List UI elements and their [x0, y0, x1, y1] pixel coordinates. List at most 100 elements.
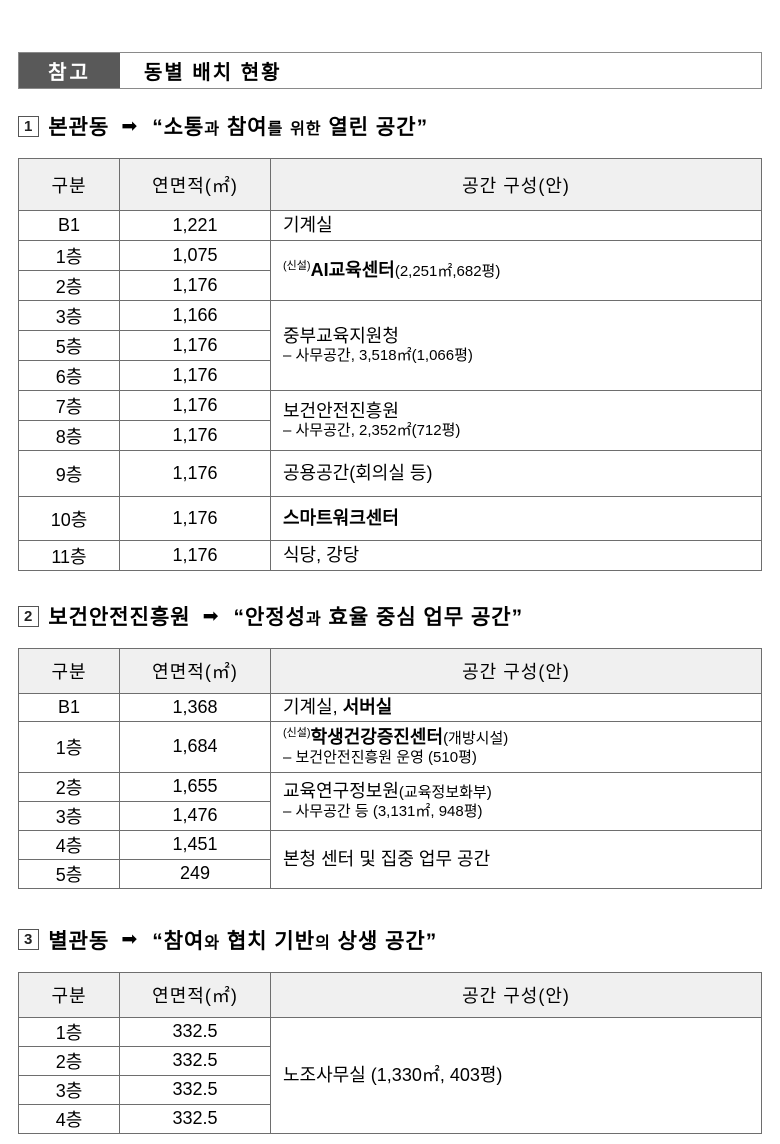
table-row: 1층 1,684 (신설)학생건강증진센터(개방시설) – 보건안전진흥원 운영 (5…: [18, 720, 762, 773]
text-segment: 과: [204, 121, 221, 138]
area-cell: 332.5: [119, 1103, 271, 1134]
area-cell: 1,176: [119, 420, 271, 451]
area-cell: 1,176: [119, 270, 271, 301]
text-segment: 노조사무실 (1,330㎡, 403평): [283, 1064, 503, 1085]
area-cell: 1,166: [119, 300, 271, 331]
space-title-line: 스마트워크센터: [283, 507, 749, 530]
space-title-line: 교육연구정보원(교육정보화부): [283, 780, 749, 803]
section-name: 본관동: [48, 116, 110, 139]
table-row: B1 1,221 기계실: [18, 210, 762, 241]
text-segment: 효율 중심 업무 공간”: [321, 606, 524, 629]
floor-cell: 3층: [18, 1074, 120, 1105]
floor-cell: 3층: [18, 300, 120, 331]
floor-cell: 2층: [18, 1045, 120, 1076]
floor-cell: 10층: [18, 496, 120, 541]
table-row: 3층 332.5: [18, 1074, 762, 1105]
column-header: 구분: [18, 971, 120, 1018]
space-composition-cell: 기계실: [270, 210, 762, 241]
space-composition-cell: 기계실, 서버실: [270, 693, 762, 722]
text-segment: 참여: [220, 116, 268, 139]
space-composition-cell: 보건안전진흥원 – 사무공간, 2,352㎡(712평): [270, 390, 762, 451]
area-cell: 1,176: [119, 450, 271, 497]
section-본관동: 1 본관동 ➡ “소통과 참여를 위한 열린 공간” 구분 연면적(㎡) 공간 구성(안) B…: [18, 111, 762, 571]
table-row: 11층 1,176 식당, 강당: [18, 540, 762, 571]
text-segment: (교육정보화부): [398, 784, 492, 802]
text-segment: 를: [267, 121, 284, 138]
area-cell: 332.5: [119, 1074, 271, 1105]
floor-cell: B1: [18, 210, 120, 241]
text-segment: 열린 공간”: [321, 116, 429, 139]
floor-cell: 2층: [18, 771, 120, 802]
text-segment: – 보건안전진흥원 운영 (510평): [283, 748, 477, 766]
area-cell: 332.5: [119, 1016, 271, 1047]
space-title-line: 본청 센터 및 집중 업무 공간: [283, 848, 749, 871]
table-row: 2층 1,655 교육연구정보원(교육정보화부) – 사무공간 등 (3,131㎡, …: [18, 771, 762, 831]
space-title-line: 중부교육지원청: [283, 325, 749, 348]
space-title-line: 보건안전진흥원: [283, 400, 749, 423]
section-number-box: 1: [18, 115, 40, 137]
text-segment: (2,251㎡,682평): [394, 263, 501, 281]
section-name: 별관동: [48, 929, 110, 953]
table-header-row: 구분 연면적(㎡) 공간 구성(안): [18, 648, 762, 694]
column-header: 연면적(㎡): [119, 648, 271, 694]
column-header: 공간 구성(안): [270, 158, 762, 211]
table-header-row: 구분 연면적(㎡) 공간 구성(안): [18, 971, 762, 1018]
area-cell: 1,655: [119, 771, 271, 802]
space-title-line: (신설)학생건강증진센터(개방시설): [283, 726, 749, 749]
space-detail-line: – 사무공간, 2,352㎡(712평): [283, 422, 749, 441]
floor-cell: 3층: [18, 800, 120, 831]
reference-header: 참고 동별 배치 현황: [18, 52, 762, 89]
floor-cell: 6층: [18, 360, 120, 391]
reference-badge: 참고: [19, 53, 120, 88]
table-row: 3층 1,476: [18, 800, 762, 831]
floor-cell: 5층: [18, 330, 120, 361]
text-segment: (신설): [283, 260, 311, 273]
text-segment: – 사무공간 등 (3,131㎡, 948평): [283, 803, 483, 820]
space-composition-cell: 노조사무실 (1,330㎡, 403평): [270, 1016, 762, 1134]
table-row: 5층 249: [18, 858, 762, 889]
text-segment: 기계실: [283, 215, 333, 236]
space-detail-line: – 사무공간, 3,518㎡(1,066평): [283, 347, 749, 366]
section-name: 보건안전진흥원: [48, 606, 191, 629]
section-별관동: 3 별관동 ➡ “참여와 협치 기반의 상생 공간” 구분 연면적(㎡) 공간 구성(안) 1…: [18, 925, 762, 1134]
table-row: 3층 1,166 중부교육지원청 – 사무공간, 3,518㎡(1,066평): [18, 300, 762, 391]
area-cell: 1,451: [119, 829, 271, 860]
space-detail-line: – 사무공간 등 (3,131㎡, 948평): [283, 803, 749, 822]
text-segment: 와: [204, 934, 221, 952]
text-segment: 상생 공간”: [330, 929, 438, 953]
floor-cell: B1: [18, 693, 120, 722]
table-row: 1층 1,075 (신설)AI교육센터(2,251㎡,682평): [18, 240, 762, 301]
space-title-line: (신설)AI교육센터(2,251㎡,682평): [283, 259, 749, 282]
table-header-row: 구분 연면적(㎡) 공간 구성(안): [18, 158, 762, 211]
arrow-icon: ➡: [121, 929, 139, 950]
text-segment: 본청 센터 및 집중 업무 공간: [283, 848, 491, 869]
area-cell: 1,176: [119, 330, 271, 361]
space-composition-cell: 공용공간(회의실 등): [270, 450, 762, 497]
text-segment: – 사무공간, 2,352㎡(712평): [283, 422, 461, 440]
text-segment: “안정성: [233, 606, 306, 629]
column-header: 공간 구성(안): [270, 648, 762, 694]
text-segment: 협치 기반: [220, 929, 316, 953]
text-segment: “소통: [152, 116, 205, 139]
table-row: 9층 1,176 공용공간(회의실 등): [18, 450, 762, 497]
floor-cell: 8층: [18, 420, 120, 451]
text-segment: 기계실,: [283, 697, 343, 717]
table-row: B1 1,368 기계실, 서버실: [18, 693, 762, 722]
arrow-icon: ➡: [121, 115, 139, 137]
text-segment: AI교육센터: [310, 260, 395, 281]
space-composition-cell: (신설)AI교육센터(2,251㎡,682평): [270, 240, 762, 301]
text-segment: “참여: [152, 929, 205, 953]
text-segment: 위한: [290, 121, 322, 138]
area-cell: 1,176: [119, 540, 271, 571]
area-cell: 1,176: [119, 360, 271, 391]
floor-cell: 2층: [18, 270, 120, 301]
space-composition-cell: 본청 센터 및 집중 업무 공간: [270, 829, 762, 889]
space-title-line: 노조사무실 (1,330㎡, 403평): [283, 1064, 749, 1087]
area-cell: 1,176: [119, 496, 271, 541]
text-segment: 과: [305, 611, 322, 628]
area-cell: 1,075: [119, 240, 271, 271]
floor-cell: 4층: [18, 829, 120, 860]
column-header: 구분: [18, 158, 120, 211]
section-heading: 2 보건안전진흥원 ➡ “안정성과 효율 중심 업무 공간”: [18, 601, 762, 631]
